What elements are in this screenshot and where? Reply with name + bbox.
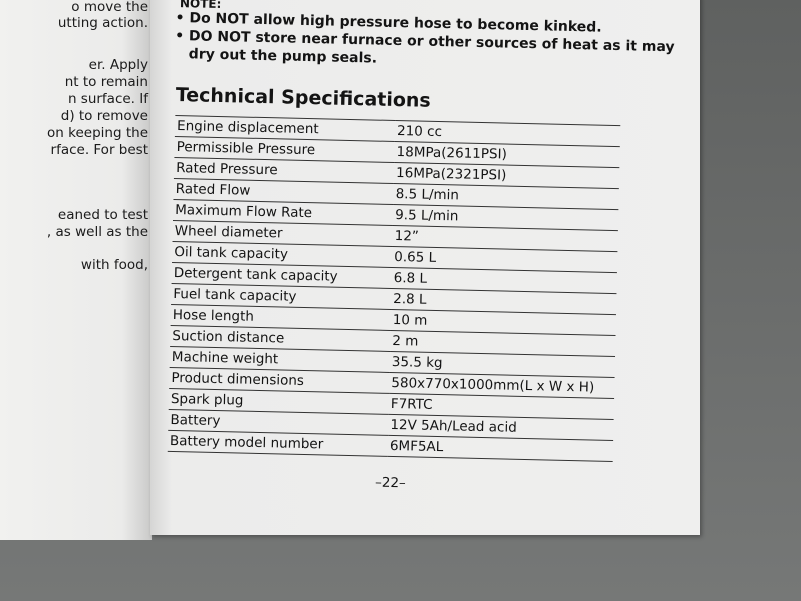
left-text-line: er. Apply — [88, 57, 148, 73]
left-text-line: nt to remain — [64, 74, 148, 90]
left-text-line: d) to remove — [60, 108, 148, 124]
spec-name: Battery model number — [167, 430, 389, 457]
page-number: –22– — [374, 474, 406, 492]
left-text-line: on keeping the — [47, 125, 148, 141]
left-text-line: , as well as the — [46, 224, 148, 240]
left-text-line: utting action. — [57, 15, 148, 31]
spec-value: 6MF5AL — [387, 435, 614, 462]
left-page: o move the utting action. er. Apply nt t… — [0, 0, 152, 540]
left-text-line: rface. For best — [50, 142, 148, 158]
left-text-line: eaned to test — [57, 207, 148, 223]
left-text-line: with food, — [80, 257, 148, 273]
left-text-line: o move the — [71, 0, 148, 15]
right-page — [150, 0, 700, 535]
left-text-line: n surface. If — [67, 91, 148, 107]
spec-table: Engine displacement 210 cc Permissible Pre… — [167, 115, 621, 462]
